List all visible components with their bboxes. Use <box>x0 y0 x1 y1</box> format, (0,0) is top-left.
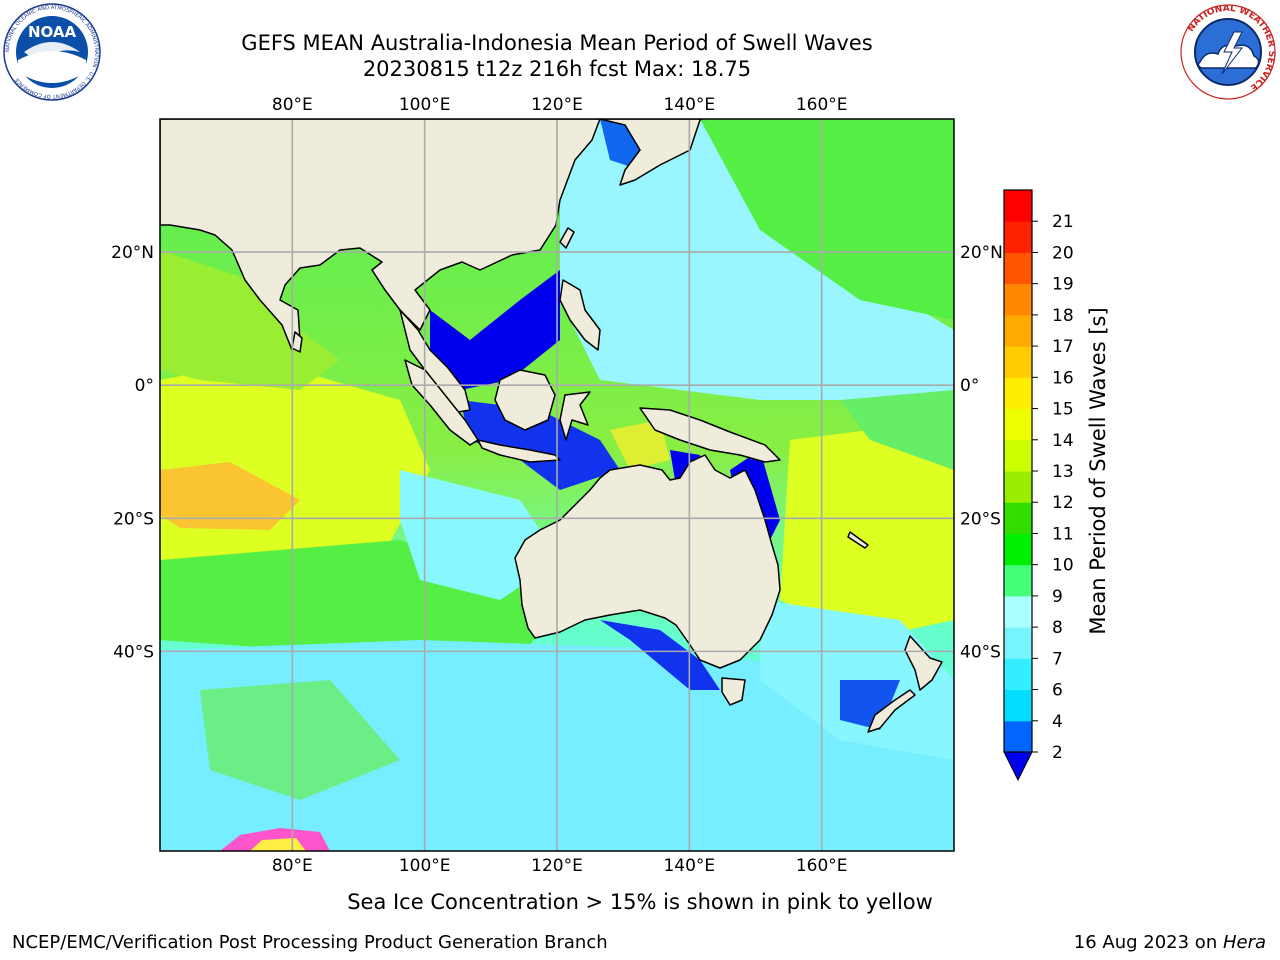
land-tasmania <box>721 677 746 706</box>
field-patch-south-light <box>200 680 400 800</box>
colorbar-tick-label-7: 11 <box>1052 524 1074 544</box>
land-sulawesi <box>559 391 591 441</box>
lon-tick-top-2: 120°E <box>531 95 583 115</box>
lat-tick-left-1: 0° <box>135 376 154 396</box>
lat-tick-right-3: 40°S <box>960 642 1001 662</box>
colorbar-under-arrow <box>1003 751 1033 782</box>
sea-ice-caption: Sea Ice Concentration > 15% is shown in … <box>347 890 933 914</box>
colorbar: 2 4 6 7 8 9 10 11 12 13 14 15 16 17 18 19 20 21 <box>1003 189 1074 782</box>
colorbar-tick-label-6: 10 <box>1052 556 1074 576</box>
colorbar-tick-label-0: 2 <box>1052 743 1063 763</box>
footer-date: 16 Aug 2023 on Hera <box>1074 932 1266 953</box>
lon-tick-top-4: 160°E <box>796 95 848 115</box>
colorbar-tick-label-15: 19 <box>1052 275 1074 295</box>
field-patch-java-blue <box>460 400 620 490</box>
colorbar-tick-label-17: 21 <box>1052 212 1074 232</box>
lon-tick-bottom-3: 140°E <box>663 856 715 876</box>
colorbar-segment-5 <box>1004 564 1032 597</box>
colorbar-segment-15 <box>1004 252 1032 285</box>
footer-branch: NCEP/EMC/Verification Post Processing Pr… <box>12 932 608 953</box>
colorbar-segment-11 <box>1004 377 1032 410</box>
colorbar-segment-8 <box>1004 471 1032 503</box>
colorbar-label: Mean Period of Swell Waves [s] <box>1086 307 1110 634</box>
field-patch-west-orange <box>160 462 300 530</box>
footer-date-text: 16 Aug 2023 on <box>1073 932 1223 953</box>
land-new-zealand-south <box>867 689 916 733</box>
map-frame <box>159 118 955 852</box>
land-java <box>477 439 561 463</box>
map-subtitle: 20230815 t12z 216h fcst Max: 18.75 <box>362 57 752 81</box>
colorbar-tick-label-4: 8 <box>1052 618 1063 638</box>
colorbar-tick-label-13: 17 <box>1052 337 1074 357</box>
lon-tick-top-0: 80°E <box>272 95 313 115</box>
field-patch-east-pacific <box>840 390 954 470</box>
land-new-guinea <box>639 407 781 463</box>
noaa-logo-icon: NOAA NATIONAL OCEANIC AND ATMOSPHERIC AD… <box>3 3 101 101</box>
lon-tick-bottom-0: 80°E <box>272 856 313 876</box>
lat-tick-left-2: 20°S <box>113 509 154 529</box>
colorbar-segment-9 <box>1004 439 1032 472</box>
colorbar-segment-17 <box>1004 190 1032 222</box>
colorbar-segment-3 <box>1004 627 1032 659</box>
colorbar-segment-6 <box>1004 533 1032 566</box>
lat-ticks-right: 20°N 0° 20°S 40°S <box>960 243 1003 662</box>
nws-logo-icon: NATIONAL WEATHER SERVICE <box>1180 4 1276 100</box>
colorbar-tick-label-10: 14 <box>1052 431 1074 451</box>
lat-tick-right-0: 20°N <box>960 243 1003 263</box>
lon-tick-bottom-1: 100°E <box>399 856 451 876</box>
field-patch-india-green <box>160 250 340 390</box>
colorbar-segment-4 <box>1004 595 1032 628</box>
land-sumatra <box>404 359 479 446</box>
footer-machine: Hera <box>1222 932 1266 953</box>
map-gridlines <box>160 119 954 851</box>
map-panel <box>160 119 954 851</box>
lon-tick-top-3: 140°E <box>663 95 715 115</box>
colorbar-tick-label-16: 20 <box>1052 243 1074 263</box>
land-new-zealand-north <box>904 635 943 691</box>
field-patch-scs-blue <box>430 270 560 390</box>
land-philippines <box>559 279 601 351</box>
lat-tick-left-0: 20°N <box>111 243 154 263</box>
lat-tick-right-1: 0° <box>960 376 979 396</box>
field-patch-pacific-cyan <box>560 119 954 400</box>
colorbar-segment-12 <box>1004 346 1032 378</box>
colorbar-tick-label-5: 9 <box>1052 587 1063 607</box>
colorbar-tick-label-14: 18 <box>1052 306 1074 326</box>
landmasses <box>160 119 943 733</box>
colorbar-segment-7 <box>1004 502 1032 534</box>
colorbar-segment-10 <box>1004 408 1032 441</box>
colorbar-tick-label-8: 12 <box>1052 493 1074 513</box>
lon-tick-top-1: 100°E <box>399 95 451 115</box>
lon-ticks-top: 80°E 100°E 120°E 140°E 160°E <box>272 95 848 115</box>
field-patch-pacific-green <box>700 119 954 320</box>
colorbar-segment-0 <box>1004 720 1032 753</box>
map-title: GEFS MEAN Australia-Indonesia Mean Perio… <box>241 31 873 55</box>
colorbar-tick-label-9: 13 <box>1052 462 1074 482</box>
colorbar-segment-1 <box>1004 689 1032 722</box>
land-australia <box>514 454 781 669</box>
lat-tick-left-3: 40°S <box>113 642 154 662</box>
colorbar-segment-13 <box>1004 314 1032 347</box>
colorbar-tick-label-11: 15 <box>1052 400 1074 420</box>
land-malay-peninsula <box>399 309 471 413</box>
field-patch-tasman-yellow <box>780 430 954 640</box>
land-asia <box>160 119 601 351</box>
colorbar-segment-14 <box>1004 283 1032 316</box>
svg-text:NOAA: NOAA <box>28 23 77 41</box>
land-new-caledonia <box>847 531 869 549</box>
colorbar-tick-label-2: 6 <box>1052 681 1063 701</box>
lon-ticks-bottom: 80°E 100°E 120°E 140°E 160°E <box>272 856 848 876</box>
lat-tick-right-2: 20°S <box>960 509 1001 529</box>
colorbar-tick-label-12: 16 <box>1052 368 1074 388</box>
lat-ticks-left: 20°N 0° 20°S 40°S <box>111 243 154 662</box>
colorbar-tick-label-3: 7 <box>1052 649 1063 669</box>
land-taiwan <box>559 227 575 249</box>
lon-tick-bottom-2: 120°E <box>531 856 583 876</box>
field-patch-banda-yellow <box>610 420 670 470</box>
colorbar-segment-16 <box>1004 221 1032 253</box>
lon-tick-bottom-4: 160°E <box>796 856 848 876</box>
colorbar-segment-2 <box>1004 658 1032 691</box>
colorbar-tick-label-1: 4 <box>1052 712 1063 732</box>
